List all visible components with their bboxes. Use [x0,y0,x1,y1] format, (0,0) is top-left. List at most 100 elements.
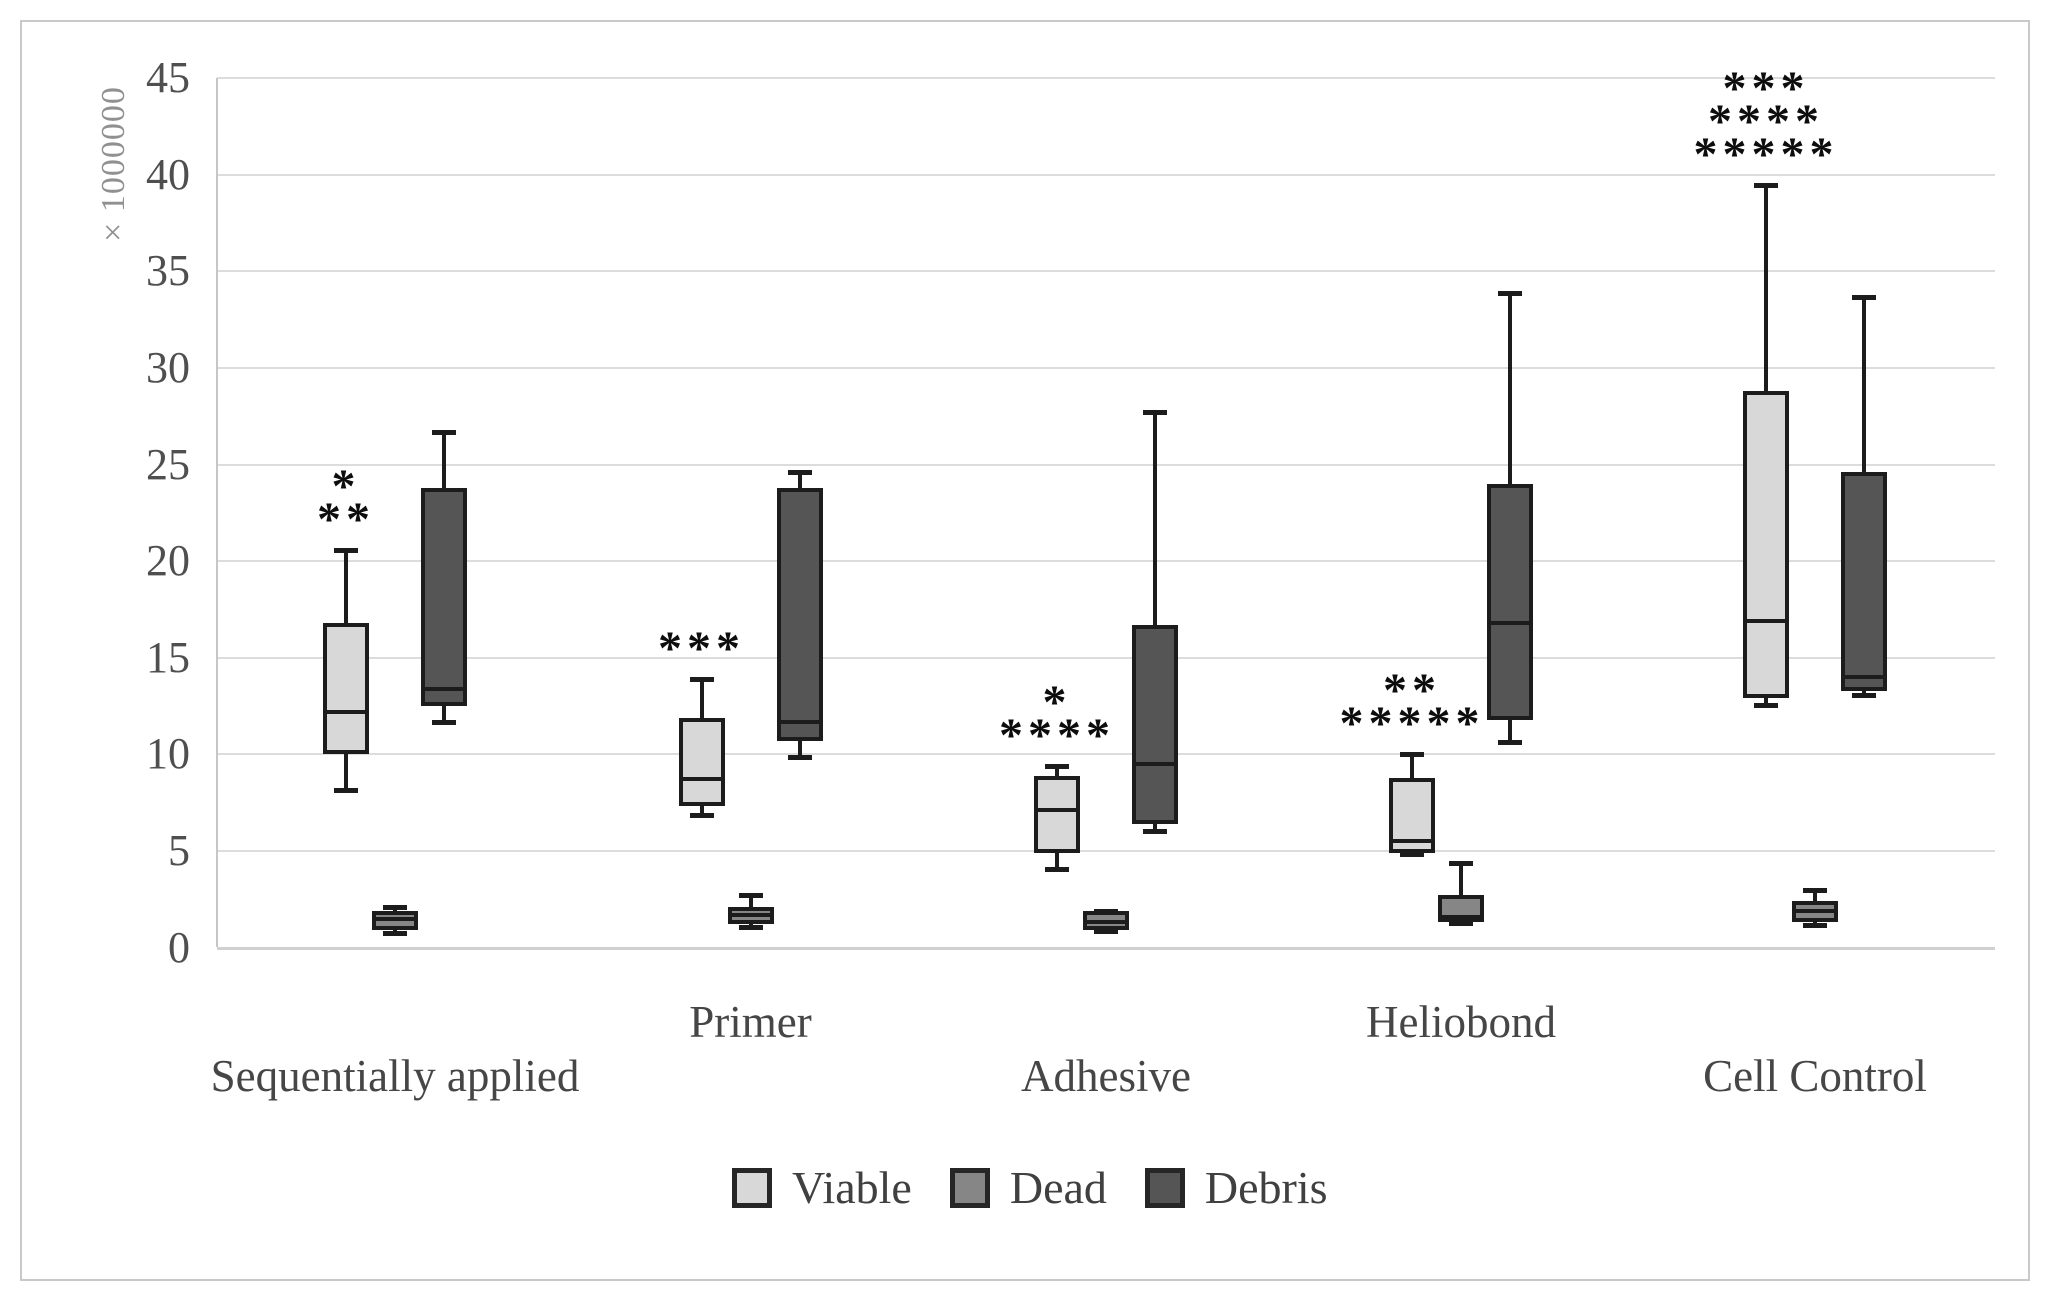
median-line-debris [1134,761,1176,766]
legend-label-dead: Dead [1009,1162,1107,1213]
whisker-cap-bottom [1754,703,1778,709]
significance-marker: ***** [1693,127,1839,181]
whisker-cap-top [787,470,812,476]
whisker-cap-top [334,547,358,553]
box-debris [776,487,823,741]
box-debris [1487,483,1533,720]
gridline-5 [217,849,1995,852]
median-line-dead [1794,908,1836,913]
median-line-dead [1440,914,1482,919]
whisker-dead [1459,862,1463,925]
gridline-45 [217,77,1995,80]
median-line-debris [1843,675,1885,680]
y-tick-label-10: 10 [146,729,190,779]
median-line-viable [1036,808,1078,813]
legend-label-debris: Debris [1204,1162,1328,1213]
category-label-4: Heliobond [1366,997,1556,1047]
box-viable [323,622,369,755]
significance-marker: **** [999,708,1115,762]
whisker-cap-bottom [738,925,763,931]
gridline-25 [217,463,1995,466]
box-viable [678,717,725,807]
whisker-cap-bottom [1852,693,1876,699]
category-label-3: Adhesive [1021,1051,1191,1101]
box-debris [1841,472,1887,691]
y-tick-label-40: 40 [146,149,190,199]
significance-marker: * [331,459,361,513]
y-tick-label-20: 20 [146,536,190,586]
whisker-debris [1153,412,1157,832]
median-line-debris [1489,620,1531,625]
whisker-cap-top [1045,763,1069,769]
whisker-cap-top [383,904,407,910]
significance-marker: ** [1383,664,1441,718]
whisker-cap-top [1754,182,1778,188]
whisker-cap-bottom [1045,867,1069,873]
whisker-cap-top [1400,752,1424,758]
gridline-15 [217,656,1995,659]
legend: Viable Dead Debris [732,1164,1328,1212]
median-line-viable [325,709,367,714]
whisker-cap-bottom [334,788,358,794]
significance-marker: ***** [1339,697,1485,751]
median-line-viable [680,777,723,782]
median-line-dead [374,916,416,921]
whisker-cap-top [1449,860,1473,866]
whisker-cap-bottom [1498,739,1522,745]
whisker-cap-top [1852,294,1876,300]
whisker-cap-bottom [1803,923,1827,929]
whisker-cap-top [1803,887,1827,893]
whisker-cap-bottom [1094,929,1118,935]
category-label-1: Sequentially applied [210,1051,580,1101]
median-line-dead [729,912,772,917]
legend-swatch-viable [732,1168,772,1208]
median-line-debris [423,686,465,691]
whisker-cap-top [738,893,763,899]
box-debris [1132,624,1178,824]
whisker-cap-bottom [1400,851,1424,857]
whisker-cap-top [432,429,456,435]
gridline-30 [217,367,1995,370]
whisker-cap-bottom [689,813,714,819]
whisker-cap-bottom [787,755,812,761]
box-viable [1034,775,1080,853]
whisker-cap-bottom [432,720,456,726]
y-tick-label-15: 15 [146,632,190,682]
legend-label-viable: Viable [792,1162,912,1213]
y-tick-label-35: 35 [146,246,190,296]
whisker-cap-bottom [383,930,407,936]
gridline-40 [217,173,1995,176]
legend-swatch-dead [949,1168,990,1208]
gridline-20 [217,560,1995,563]
box-debris [421,487,467,707]
y-tick-label-25: 25 [146,439,190,489]
whisker-cap-bottom [1143,828,1167,834]
median-line-viable [1391,839,1433,844]
whisker-cap-top [1143,410,1167,416]
whisker-cap-bottom [1449,921,1473,927]
significance-marker: **** [1708,94,1824,148]
category-label-5: Cell Control [1703,1051,1927,1101]
legend-swatch-debris [1144,1168,1185,1208]
y-tick-label-30: 30 [146,343,190,393]
gridline-35 [217,270,1995,273]
box-viable [1743,391,1789,699]
figure-frame [20,20,2030,1281]
legend-item-debris: Debris [1144,1162,1328,1213]
gridline-10 [217,753,1995,756]
median-line-viable [1745,619,1787,624]
significance-marker: ** [317,492,375,546]
y-tick-label-0: 0 [168,922,190,972]
whisker-cap-top [689,677,714,682]
median-line-dead [1085,920,1127,925]
y-tick-label-5: 5 [168,825,190,875]
y-axis-line [216,78,218,948]
median-line-debris [778,719,821,724]
legend-item-viable: Viable [732,1164,912,1212]
significance-marker: * [1042,675,1072,729]
gridline-0 [217,946,1995,950]
significance-marker: *** [658,622,745,675]
significance-marker: *** [1722,61,1810,115]
y-tick-label-45: 45 [146,53,190,103]
